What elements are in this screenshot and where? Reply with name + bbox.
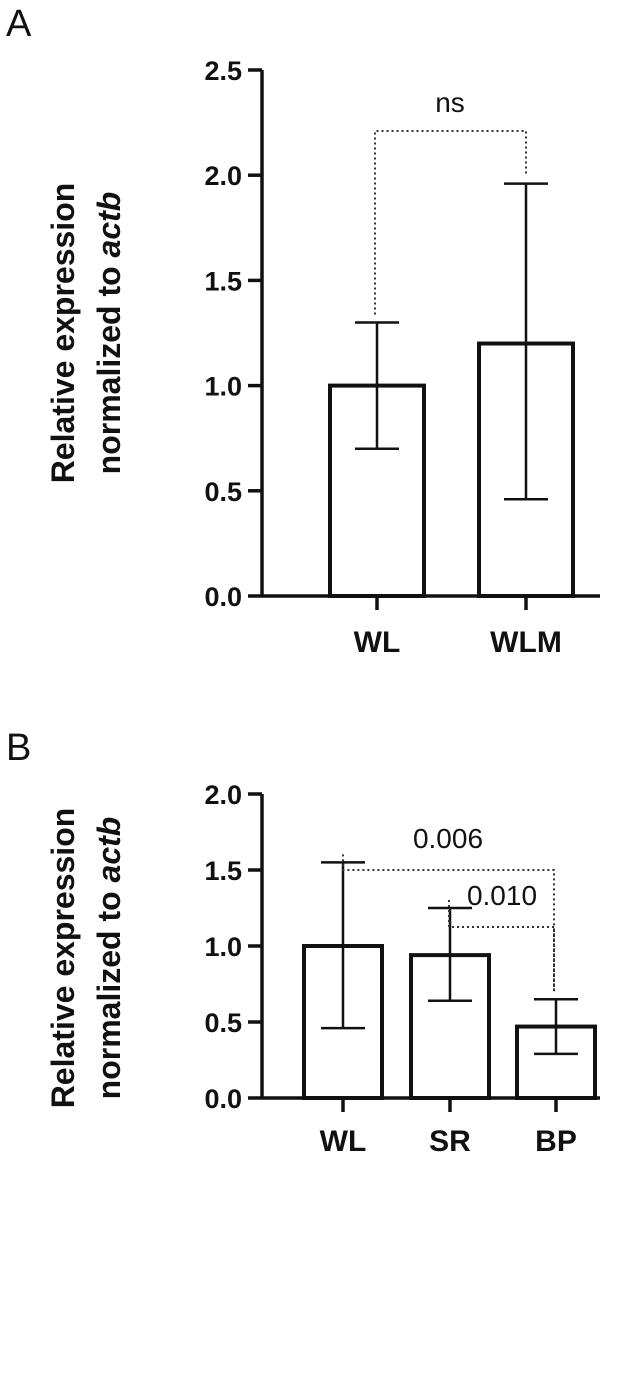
- x-tick-label: WL: [320, 1125, 367, 1158]
- y-tick-label: 2.0: [204, 161, 242, 191]
- panel-letter: A: [6, 3, 32, 45]
- y-tick-label: 2.5: [204, 56, 242, 86]
- y-axis-title-line-2: normalized to actb: [91, 192, 127, 475]
- y-axis-title-line-2: normalized to actb: [91, 817, 127, 1100]
- y-axis-title-gene: actb: [91, 817, 127, 883]
- x-tick-label: SR: [429, 1125, 471, 1158]
- panel-letter: B: [6, 727, 31, 769]
- x-tick-label: WL: [354, 626, 401, 659]
- significance-label: ns: [435, 87, 465, 118]
- y-tick-label: 0.0: [204, 582, 242, 612]
- y-axis-title-line-1: Relative expression: [45, 183, 81, 484]
- y-axis-title-line-1: Relative expression: [45, 808, 81, 1109]
- y-tick-label: 0.5: [204, 1008, 242, 1038]
- y-tick-label: 2.0: [204, 780, 242, 810]
- y-axis-title-text: normalized to: [91, 882, 127, 1099]
- y-axis-title-text: normalized to: [91, 257, 127, 474]
- y-tick-label: 0.5: [204, 477, 242, 507]
- x-tick-label: WLM: [490, 626, 562, 659]
- y-tick-label: 1.0: [204, 932, 242, 962]
- y-axis-title-gene: actb: [91, 192, 127, 258]
- significance-bracket: [374, 130, 527, 315]
- significance-label: 0.010: [467, 880, 537, 911]
- x-tick-label: BP: [535, 1125, 577, 1158]
- y-tick-label: 1.0: [204, 372, 242, 402]
- significance-bracket: [342, 854, 555, 992]
- panel-b: B Relative expression normalized to actb 0.…: [6, 727, 600, 1158]
- y-tick-label: 0.0: [204, 1084, 242, 1114]
- y-tick-label: 1.5: [204, 856, 242, 886]
- significance-label: 0.006: [413, 823, 483, 854]
- panel-a: A Relative expression normalized to actb 0.…: [6, 3, 600, 659]
- y-tick-label: 1.5: [204, 266, 242, 296]
